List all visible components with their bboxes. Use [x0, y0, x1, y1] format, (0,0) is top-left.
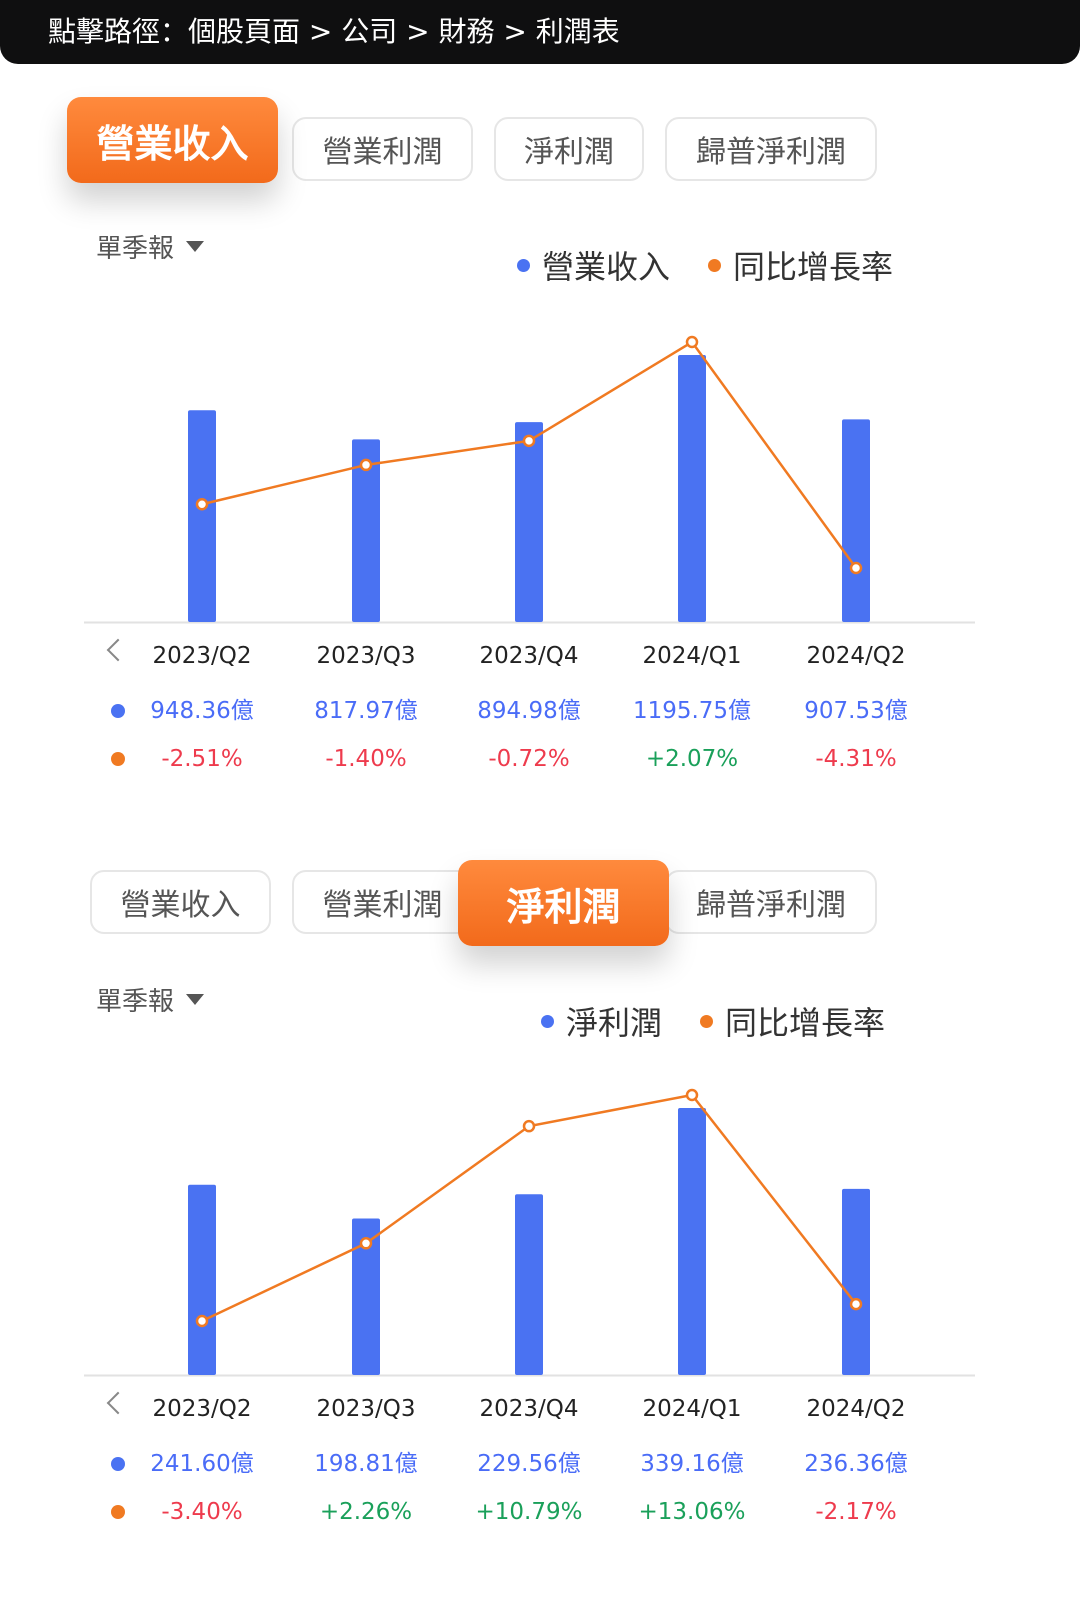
bar-2023/Q2[interactable] [188, 1184, 216, 1375]
quarter-label: 2024/Q1 [642, 643, 742, 669]
chart-legend: 淨利潤 同比增長率 [541, 998, 923, 1044]
value-label: 817.97億 [314, 698, 418, 724]
growth-point-2024/Q1[interactable] [685, 335, 699, 349]
growth-label: +10.79% [475, 1499, 583, 1525]
line-dot-icon [111, 752, 125, 766]
quarter-label: 2024/Q2 [806, 643, 906, 669]
bar-2024/Q2[interactable] [842, 419, 870, 622]
tab-operating-profit[interactable]: 營業利潤 [292, 117, 473, 181]
growth-label: +2.26% [319, 1499, 413, 1525]
quarter-label: 2023/Q2 [152, 1396, 252, 1422]
growth-label: -4.31% [815, 746, 897, 772]
period-label: 單季報 [96, 234, 175, 264]
bar-dot-icon [111, 1457, 125, 1471]
chart-legend: 營業收入 同比增長率 [517, 242, 931, 288]
tab-attributable-net-profit[interactable]: 歸普淨利潤 [665, 117, 877, 181]
quarter-label: 2023/Q2 [152, 643, 252, 669]
bar-2024/Q2[interactable] [842, 1188, 870, 1375]
tab-operating-profit[interactable]: 營業利潤 [292, 870, 473, 934]
value-label: 236.36億 [804, 1451, 908, 1477]
value-row: 241.60億 198.81億 229.56億 339.16億 236.36億 [0, 1444, 1080, 1484]
bar-2023/Q3[interactable] [352, 1218, 380, 1375]
value-label: 339.16億 [640, 1451, 744, 1477]
growth-point-2023/Q4[interactable] [522, 434, 536, 448]
tab-revenue[interactable]: 營業收入 [90, 870, 271, 934]
growth-point-2023/Q3[interactable] [359, 1237, 373, 1250]
net-profit-chart [84, 1088, 975, 1377]
tab-net-profit[interactable]: 淨利潤 [494, 117, 644, 181]
bar-2023/Q2[interactable] [188, 410, 216, 622]
breadcrumb-bar: 點擊路徑：個股頁面 > 公司 > 財務 > 利潤表 [0, 0, 1080, 64]
quarter-label: 2023/Q4 [479, 1396, 579, 1422]
tab-revenue[interactable]: 營業收入 [67, 97, 278, 183]
bar-2023/Q4[interactable] [515, 1194, 543, 1375]
legend-dot-icon [517, 258, 530, 272]
tab-attributable-net-profit[interactable]: 歸普淨利潤 [665, 870, 877, 934]
growth-point-2024/Q2[interactable] [849, 561, 863, 575]
bar-2023/Q4[interactable] [515, 422, 543, 622]
growth-label: -2.51% [161, 746, 243, 772]
legend-label: 同比增長率 [725, 1004, 886, 1042]
legend-item-line: 同比增長率 [700, 998, 885, 1044]
legend-dot-icon [708, 258, 722, 272]
quarter-label: 2024/Q2 [806, 1396, 906, 1422]
legend-item-line: 同比增長率 [708, 242, 893, 288]
caret-down-icon [186, 994, 205, 1005]
growth-point-2023/Q2[interactable] [195, 1314, 209, 1328]
value-label: 229.56億 [477, 1451, 581, 1477]
period-label: 單季報 [96, 987, 175, 1017]
growth-point-2023/Q4[interactable] [522, 1119, 536, 1133]
growth-point-2024/Q2[interactable] [849, 1297, 863, 1311]
growth-row: -2.51% -1.40% -0.72% +2.07% -4.31% [0, 739, 1080, 779]
legend-label: 淨利潤 [566, 1004, 663, 1042]
growth-label: +2.07% [645, 746, 739, 772]
quarter-label: 2023/Q3 [316, 1396, 416, 1422]
tab-net-profit[interactable]: 淨利潤 [458, 860, 669, 946]
bar-2024/Q1[interactable] [678, 1108, 706, 1375]
quarter-label: 2023/Q3 [316, 643, 416, 669]
quarter-label: 2023/Q4 [479, 643, 579, 669]
value-label: 241.60億 [150, 1451, 254, 1477]
growth-point-2023/Q3[interactable] [359, 458, 373, 472]
bar-dot-icon [111, 704, 125, 718]
growth-point-2023/Q2[interactable] [195, 497, 209, 511]
bar-2023/Q3[interactable] [352, 439, 380, 622]
revenue-chart [84, 335, 975, 624]
legend-dot-icon [541, 1014, 554, 1028]
period-selector[interactable]: 單季報 [96, 981, 205, 1018]
quarter-row: 2023/Q2 2023/Q3 2023/Q4 2024/Q1 2024/Q2 [0, 636, 1080, 676]
quarter-label: 2024/Q1 [642, 1396, 742, 1422]
breadcrumb: 點擊路徑：個股頁面 > 公司 > 財務 > 利潤表 [48, 15, 620, 48]
growth-label: +13.06% [638, 1499, 746, 1525]
growth-row: -3.40% +2.26% +10.79% +13.06% -2.17% [0, 1492, 1080, 1532]
growth-point-2024/Q1[interactable] [685, 1088, 699, 1102]
net-profit-section: 營業收入 營業利潤 淨利潤 歸普淨利潤 單季報 淨利潤 同比增長率 2023/Q… [0, 0, 1080, 1525]
revenue-section: 營業收入 營業利潤 淨利潤 歸普淨利潤 單季報 營業收入 同比增長率 2023/… [0, 0, 1080, 772]
growth-label: -0.72% [488, 746, 570, 772]
value-label: 894.98億 [477, 698, 581, 724]
value-label: 948.36億 [150, 698, 254, 724]
growth-label: -2.17% [815, 1499, 897, 1525]
legend-item-bar: 營業收入 [517, 242, 670, 288]
line-dot-icon [111, 1505, 125, 1519]
caret-down-icon [186, 241, 205, 252]
value-label: 1195.75億 [632, 698, 752, 724]
growth-label: -1.40% [325, 746, 407, 772]
bar-2024/Q1[interactable] [678, 355, 706, 622]
legend-label: 營業收入 [542, 248, 671, 286]
legend-dot-icon [700, 1014, 714, 1028]
quarter-row: 2023/Q2 2023/Q3 2023/Q4 2024/Q1 2024/Q2 [0, 1389, 1080, 1429]
growth-label: -3.40% [161, 1499, 243, 1525]
value-label: 907.53億 [804, 698, 908, 724]
legend-item-bar: 淨利潤 [541, 998, 662, 1044]
legend-label: 同比增長率 [733, 248, 894, 286]
period-selector[interactable]: 單季報 [96, 228, 205, 265]
value-label: 198.81億 [314, 1451, 418, 1477]
value-row: 948.36億 817.97億 894.98億 1195.75億 907.53億 [0, 691, 1080, 731]
